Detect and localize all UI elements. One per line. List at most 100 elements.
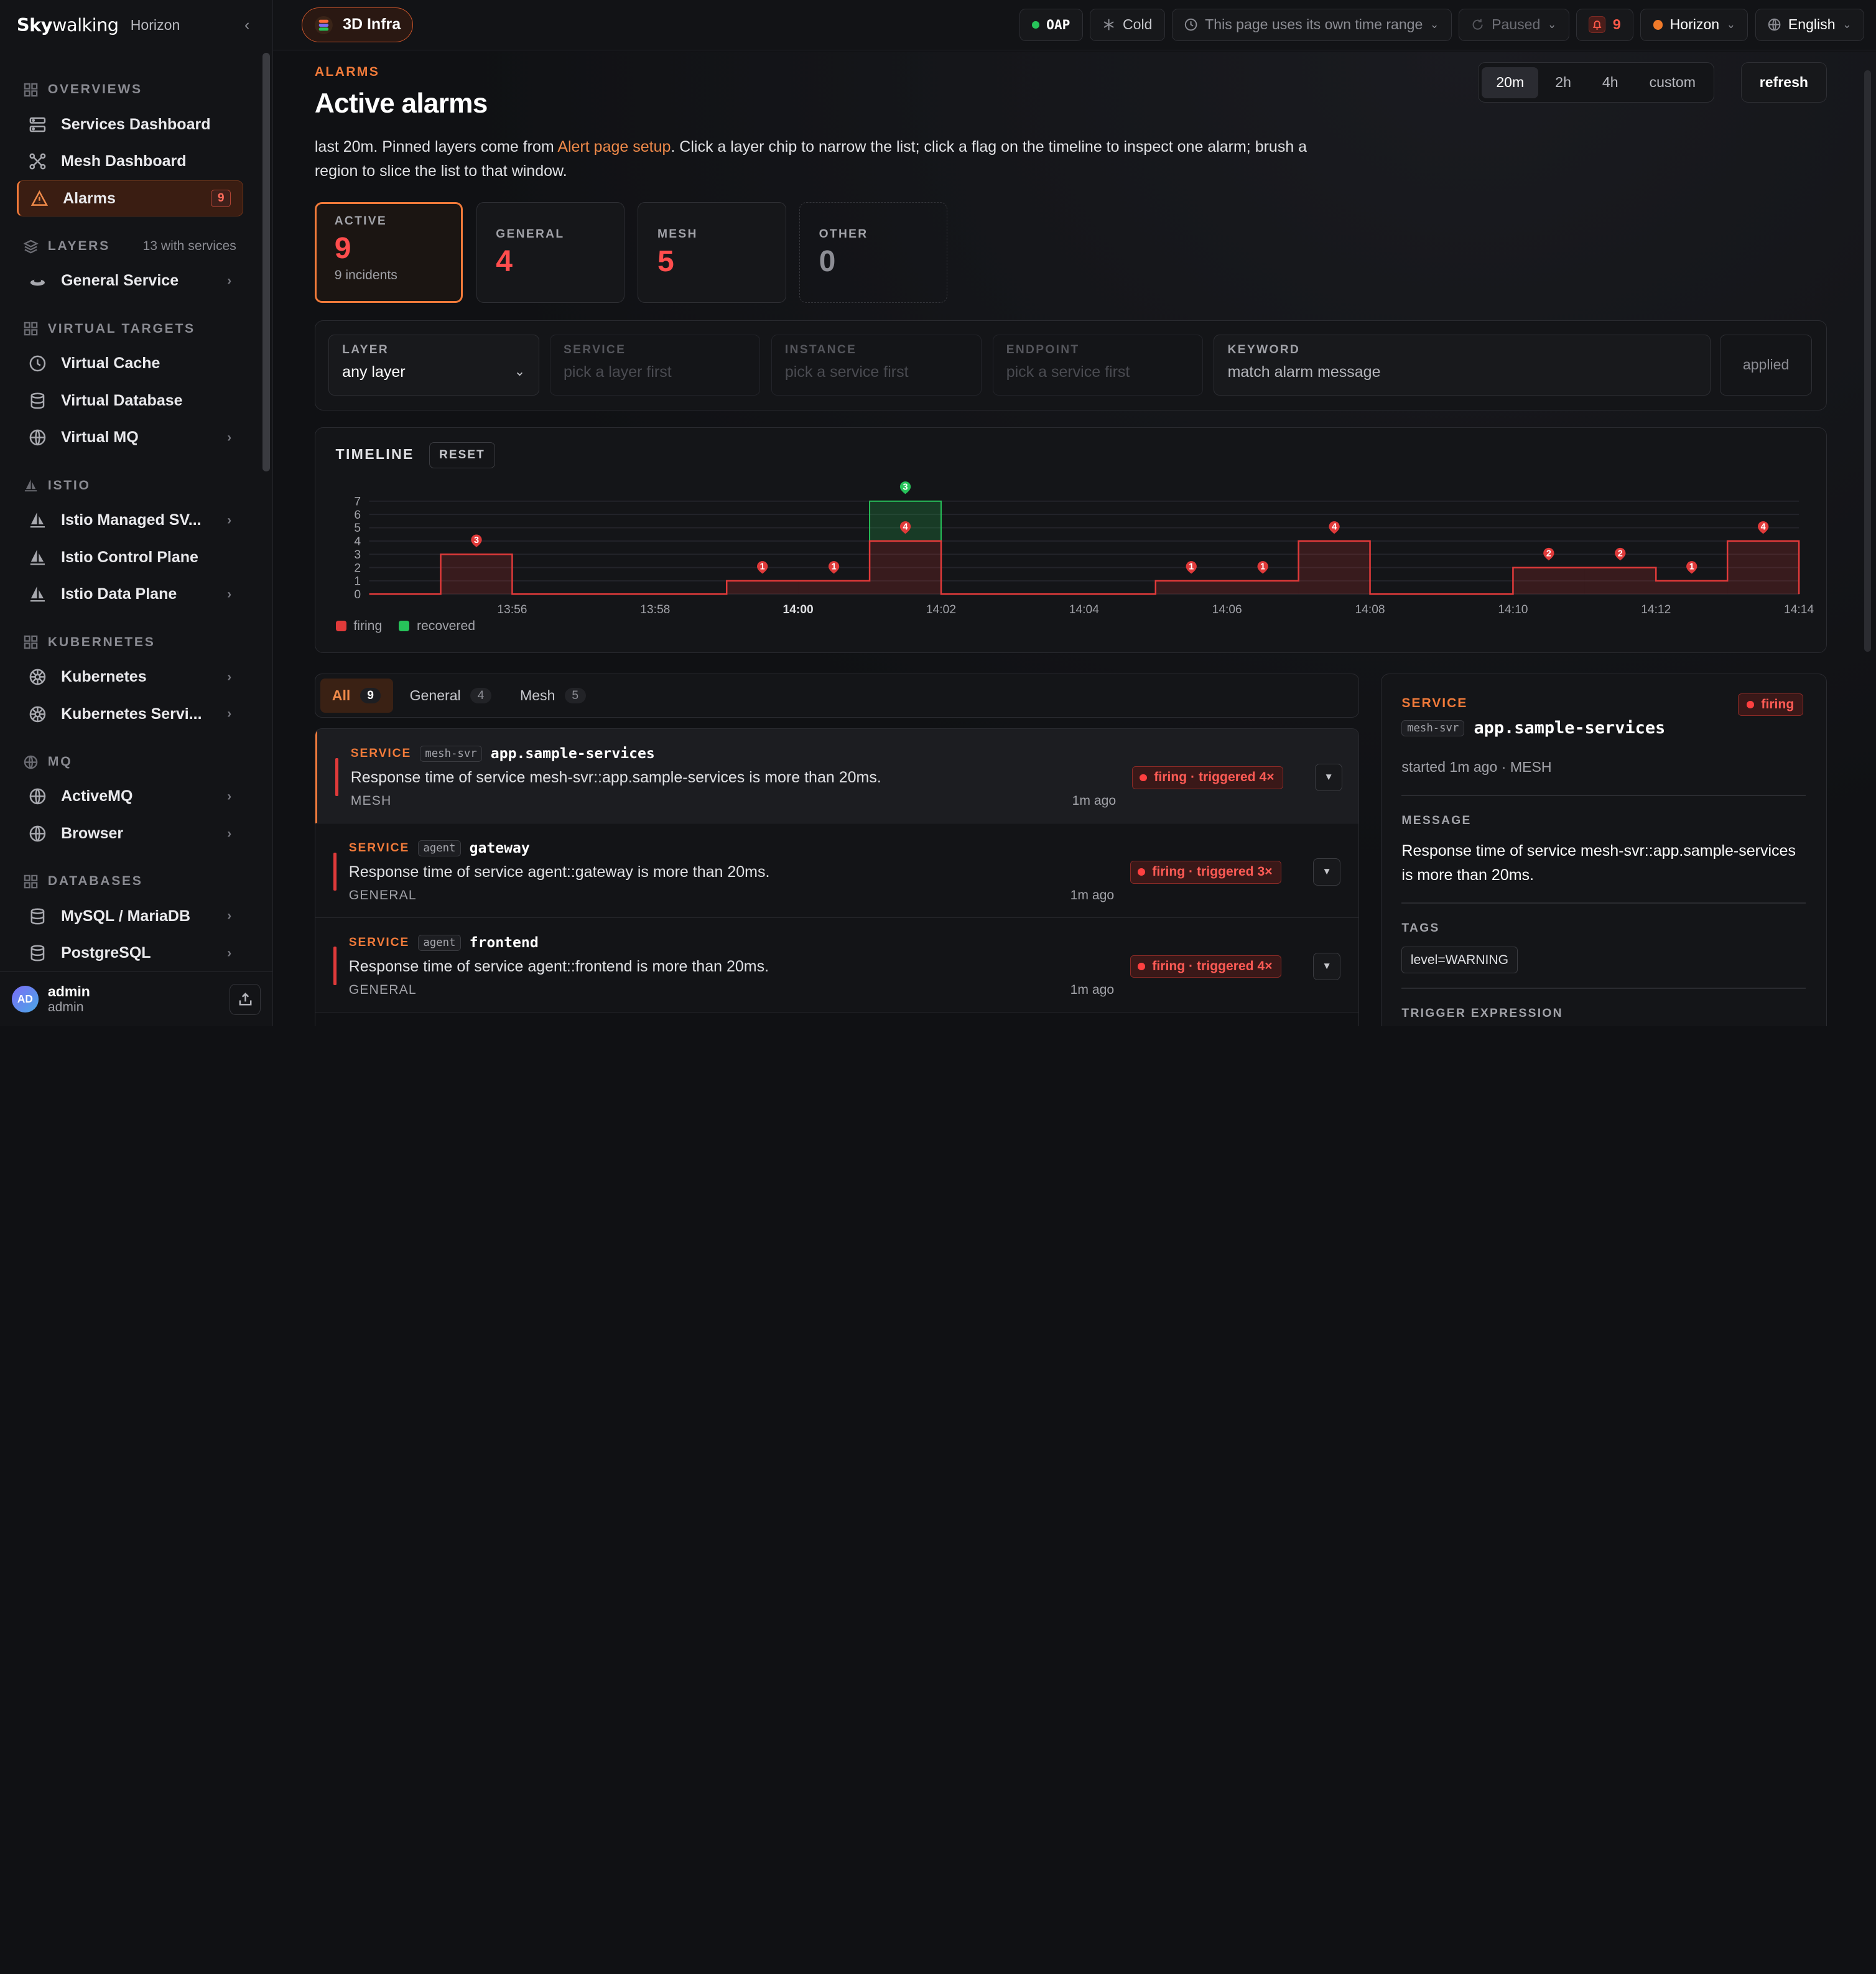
- cold-toggle[interactable]: Cold: [1090, 8, 1165, 41]
- stat-card-other[interactable]: OTHER 0: [799, 202, 948, 303]
- user-panel: AD admin admin: [0, 971, 273, 1026]
- sidebar-item-mesh-dashboard[interactable]: Mesh Dashboard: [17, 144, 243, 180]
- database-icon: [30, 908, 45, 925]
- endpoint-select[interactable]: ENDPOINT pick a service first: [992, 334, 1204, 396]
- tab-general[interactable]: General 4: [397, 679, 503, 713]
- helm-icon: [29, 706, 46, 722]
- alarm-scope: SERVICE mesh-svr app.sample-services: [351, 746, 655, 762]
- chevron-left-icon[interactable]: ‹: [244, 16, 250, 34]
- legend-item-recovered[interactable]: recovered: [399, 619, 475, 634]
- sidebar-item-services-dashboard[interactable]: Services Dashboard: [17, 106, 243, 142]
- y-tick-label: 0: [354, 588, 361, 601]
- sidebar-item-kubernetes[interactable]: Kubernetes ›: [17, 659, 243, 695]
- chevron-right-icon: ›: [227, 826, 232, 841]
- alarm-list-tabs: All 9 General 4 Mesh 5: [314, 673, 1360, 718]
- sidebar-item-istio-managed[interactable]: Istio Managed SV... ›: [17, 503, 243, 539]
- group-virtual-targets: VIRTUAL TARGETS: [0, 313, 260, 345]
- status-dot-icon: [1138, 868, 1145, 876]
- sidebar-item-label: Kubernetes Servi...: [61, 705, 202, 723]
- stat-card-active[interactable]: ACTIVE 9 9 incidents: [314, 202, 463, 303]
- sidebar-item-kubernetes-service[interactable]: Kubernetes Servi... ›: [17, 696, 243, 732]
- y-tick-label: 4: [354, 535, 361, 548]
- time-range-picker[interactable]: This page uses its own time range ⌄: [1172, 8, 1452, 41]
- intro-text: . Click a layer chip to narrow the list;…: [314, 138, 1307, 180]
- alarms-count-badge: 9: [211, 190, 231, 208]
- layer-select[interactable]: LAYER any layer ⌄: [328, 334, 539, 396]
- layer-tag: agent: [417, 935, 462, 952]
- sidebar-scrollbar[interactable]: [262, 52, 270, 471]
- sidebar-item-istio-data-plane[interactable]: Istio Data Plane ›: [17, 577, 243, 613]
- scope-label: SERVICE: [350, 747, 412, 761]
- expand-button[interactable]: ▼: [1313, 953, 1341, 981]
- chevron-down-icon: ⌄: [1726, 18, 1736, 31]
- logout-button[interactable]: [230, 983, 261, 1015]
- avatar[interactable]: AD: [12, 986, 39, 1012]
- flag-count-label: 4: [903, 522, 908, 532]
- list-item[interactable]: SERVICE agent frontend Response time of …: [315, 918, 1359, 1013]
- stat-value: 9: [334, 231, 351, 266]
- sidebar-item-postgresql[interactable]: PostgreSQL ›: [17, 935, 243, 971]
- language-selector[interactable]: English ⌄: [1755, 8, 1864, 41]
- sidebar-item-virtual-mq[interactable]: Virtual MQ ›: [17, 420, 243, 456]
- sidebar-item-activemq[interactable]: ActiveMQ ›: [17, 779, 243, 815]
- sidebar-item-alarms[interactable]: Alarms 9: [16, 180, 244, 217]
- stat-value: 5: [657, 244, 674, 279]
- range-option-20m[interactable]: 20m: [1482, 67, 1539, 98]
- keyword-input[interactable]: KEYWORD match alarm message: [1214, 334, 1711, 396]
- list-item[interactable]: SERVICE mesh-svr app.sample-services Res…: [315, 729, 1359, 824]
- list-item[interactable]: SERVICE agent gateway Response time of s…: [315, 823, 1359, 919]
- range-option-4h[interactable]: 4h: [1602, 74, 1618, 91]
- alarm-list: SERVICE mesh-svr app.sample-services Res…: [314, 728, 1360, 1027]
- expand-button[interactable]: ▼: [1315, 764, 1343, 792]
- timeline-reset-button[interactable]: RESET: [429, 442, 496, 469]
- status-dot-icon: [1747, 701, 1754, 708]
- sidebar-item-virtual-cache[interactable]: Virtual Cache: [17, 346, 243, 382]
- globe-icon: [29, 789, 46, 805]
- skywalking-logo[interactable]: Skywalking: [17, 14, 119, 35]
- tab-mesh[interactable]: Mesh 5: [508, 679, 598, 713]
- alarm-bell-button[interactable]: 9: [1576, 8, 1633, 41]
- instance-select[interactable]: INSTANCE pick a service first: [771, 334, 982, 396]
- severity-stripe: [333, 947, 337, 985]
- product-switcher[interactable]: 3D Infra: [301, 7, 414, 42]
- sidebar-item-istio-control-plane[interactable]: Istio Control Plane: [17, 539, 243, 575]
- auto-refresh-toggle[interactable]: Paused ⌄: [1459, 8, 1569, 41]
- filter-placeholder: pick a service first: [1006, 363, 1130, 381]
- divider: [1401, 987, 1806, 989]
- status-dot-icon: [1138, 963, 1145, 970]
- sidebar-item-virtual-database[interactable]: Virtual Database: [17, 382, 243, 419]
- firing-line: [369, 540, 1800, 595]
- stat-label: MESH: [657, 228, 698, 241]
- clock-icon: [1185, 19, 1197, 31]
- sidebar-item-general-service[interactable]: General Service ›: [17, 263, 243, 299]
- refresh-button[interactable]: refresh: [1740, 62, 1827, 103]
- range-selector: 20m 2h 4h custom: [1477, 62, 1714, 103]
- applied-button[interactable]: applied: [1720, 334, 1813, 396]
- sidebar-item-mysql[interactable]: MySQL / MariaDB ›: [17, 898, 243, 934]
- service-select[interactable]: SERVICE pick a layer first: [549, 334, 761, 396]
- tab-count: 9: [360, 687, 381, 704]
- globe-icon: [29, 430, 46, 446]
- stat-card-mesh[interactable]: MESH 5: [638, 202, 786, 303]
- database-icon: [30, 945, 45, 962]
- main-scrollbar[interactable]: [1864, 70, 1872, 652]
- legend-item-firing[interactable]: firing: [335, 619, 382, 634]
- oap-status[interactable]: OAP: [1019, 8, 1083, 41]
- tab-all[interactable]: All 9: [320, 678, 393, 713]
- sidebar-item-browser[interactable]: Browser ›: [17, 816, 243, 852]
- range-option-custom[interactable]: custom: [1649, 74, 1696, 91]
- alert-setup-link[interactable]: Alert page setup: [557, 138, 671, 156]
- page-intro: last 20m. Pinned layers come from Alert …: [315, 135, 1344, 183]
- detail-meta: started 1m ago · MESH: [1401, 759, 1552, 776]
- sidebar-item-label: Virtual Database: [61, 391, 183, 409]
- alarm-flag: [899, 481, 911, 494]
- y-tick-label: 1: [354, 575, 361, 588]
- flag-count-label: 2: [1618, 549, 1623, 558]
- stat-card-general[interactable]: GENERAL 4: [476, 202, 625, 303]
- environment-selector[interactable]: Horizon ⌄: [1640, 8, 1748, 41]
- range-option-2h[interactable]: 2h: [1555, 74, 1571, 91]
- expand-button[interactable]: ▼: [1313, 858, 1341, 886]
- chevron-right-icon: ›: [227, 669, 232, 684]
- service-name: frontend: [469, 935, 539, 952]
